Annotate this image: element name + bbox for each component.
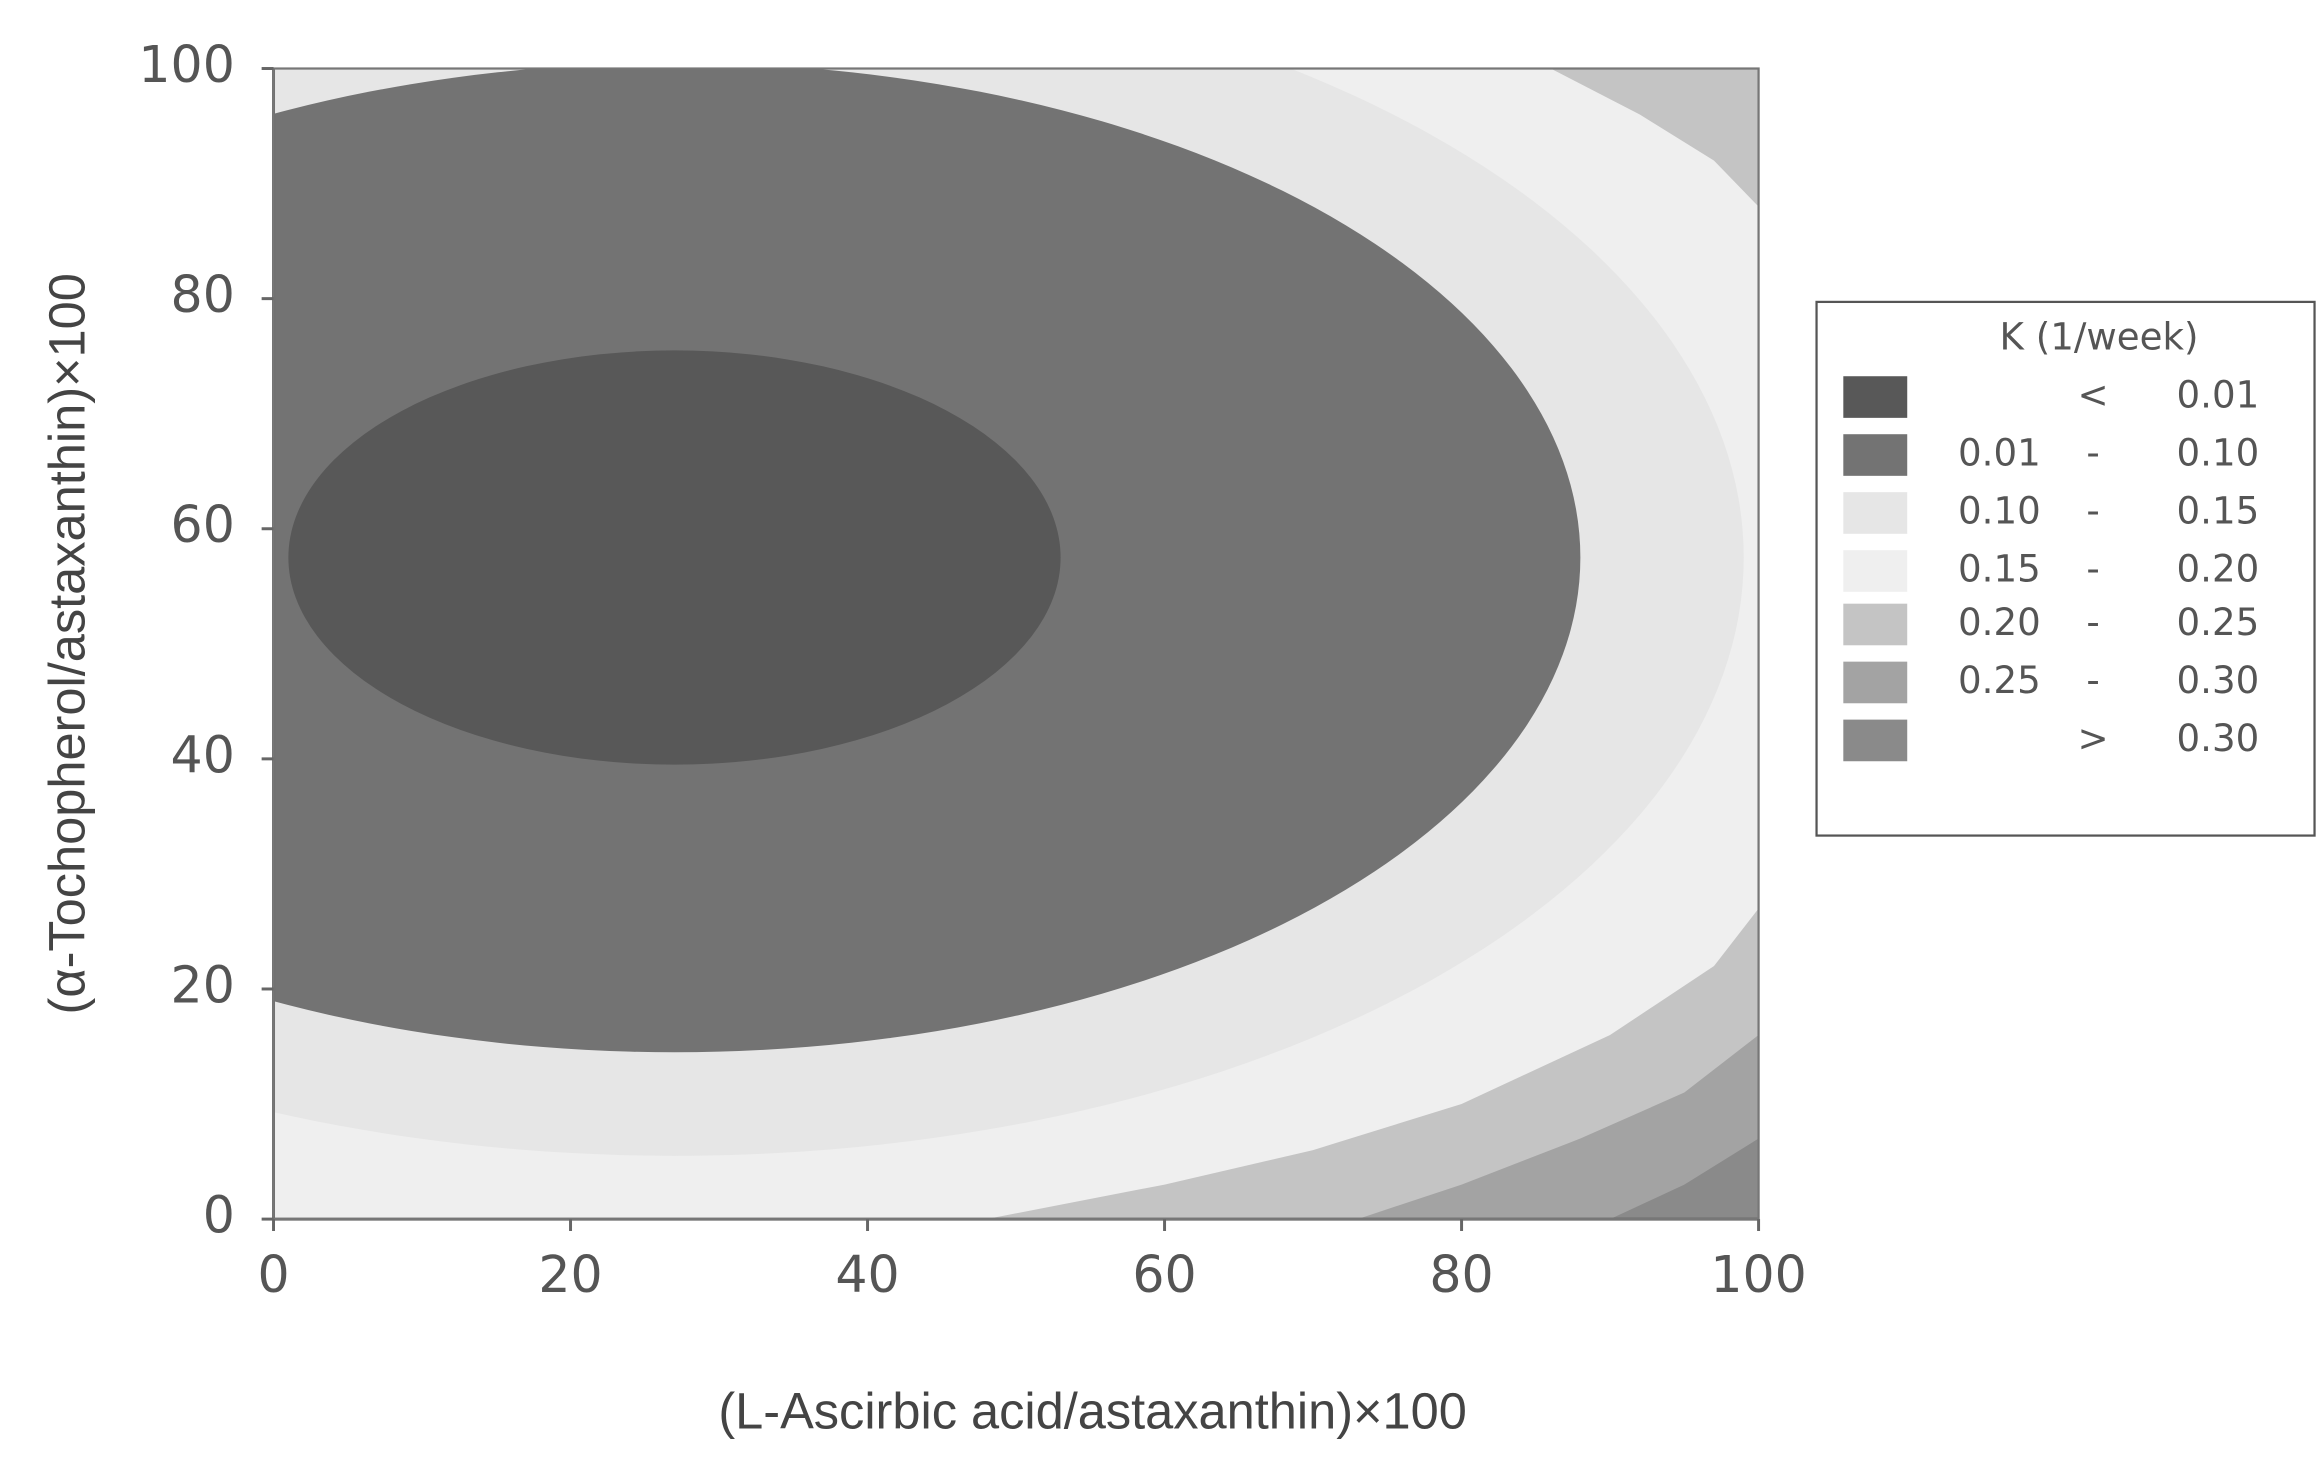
x-tick-label: 20 xyxy=(538,1245,602,1304)
legend-sep: - xyxy=(2086,601,2099,644)
legend-low: 0.10 xyxy=(1958,489,2041,532)
x-tick-label: 0 xyxy=(257,1245,289,1304)
y-tick-label: 40 xyxy=(171,725,235,784)
legend-sep: - xyxy=(2086,489,2099,532)
contour-region xyxy=(986,908,1759,1220)
x-axis-label: (L-Ascirbic acid/astaxanthin)×100 xyxy=(718,1383,1467,1440)
legend-sep: > xyxy=(2077,717,2108,760)
legend-sep: - xyxy=(2086,659,2099,702)
plot-frame xyxy=(272,67,1760,1221)
contour-region xyxy=(1357,1035,1759,1220)
legend-title: K (1/week) xyxy=(2000,316,2199,359)
y-tick-label: 0 xyxy=(203,1186,235,1245)
legend-high: 0.20 xyxy=(2177,547,2260,590)
contour-region xyxy=(1550,68,1759,207)
legend-swatch xyxy=(1843,376,1908,418)
legend-high: 0.30 xyxy=(2177,717,2260,760)
legend-high: 0.25 xyxy=(2177,601,2260,644)
legend-sep: < xyxy=(2077,374,2108,417)
contour-region xyxy=(288,350,1061,765)
legend-high: 0.01 xyxy=(2177,374,2260,417)
y-axis-label: (α-Tochopherol/astaxanthin)×100 xyxy=(39,273,96,1014)
y-tick-label: 20 xyxy=(171,955,235,1014)
plot-area xyxy=(273,68,1759,1220)
legend-swatch xyxy=(1843,603,1908,646)
x-tick-label: 60 xyxy=(1132,1245,1196,1304)
legend-swatch xyxy=(1843,492,1908,534)
contour-region xyxy=(1610,1138,1759,1220)
x-tick-label: 40 xyxy=(835,1245,899,1304)
legend-swatch xyxy=(1843,719,1908,762)
x-tick-label: 80 xyxy=(1429,1245,1493,1304)
y-tick-label: 80 xyxy=(171,265,235,324)
y-tick-label: 60 xyxy=(171,495,235,554)
legend-sep: - xyxy=(2086,432,2099,475)
legend-swatch xyxy=(1843,661,1908,704)
legend-low: 0.25 xyxy=(1958,659,2041,702)
legend-high: 0.30 xyxy=(2177,659,2260,702)
y-tick-label: 100 xyxy=(138,35,234,94)
legend-low: 0.15 xyxy=(1958,547,2041,590)
legend-sep: - xyxy=(2086,547,2099,590)
legend-low: 0.20 xyxy=(1958,601,2041,644)
legend-low: 0.01 xyxy=(1958,432,2041,475)
legend-swatch xyxy=(1843,550,1908,592)
legend-high: 0.10 xyxy=(2177,432,2260,475)
legend-swatch xyxy=(1843,434,1908,476)
legend-high: 0.15 xyxy=(2177,489,2260,532)
x-tick-label: 100 xyxy=(1710,1245,1806,1304)
